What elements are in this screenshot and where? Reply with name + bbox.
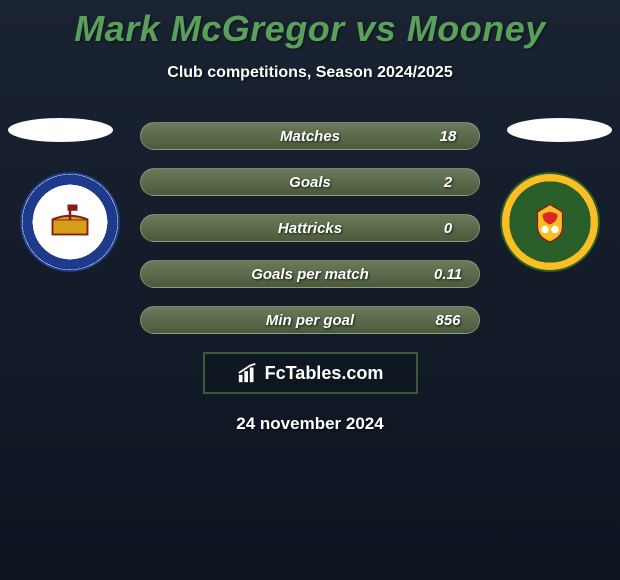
stat-label: Goals per match bbox=[251, 266, 369, 283]
brand-label: FcTables.com bbox=[265, 363, 384, 384]
stat-label: Goals bbox=[289, 174, 331, 191]
player-photo-right bbox=[507, 118, 612, 142]
page-subtitle: Club competitions, Season 2024/2025 bbox=[0, 64, 620, 82]
stat-right-value: 18 bbox=[433, 128, 463, 145]
chart-icon bbox=[237, 362, 259, 384]
date-text: 24 november 2024 bbox=[0, 414, 620, 434]
stat-right-value: 0.11 bbox=[433, 266, 463, 283]
stat-row-min-per-goal: Min per goal 856 bbox=[140, 306, 480, 334]
stat-row-goals-per-match: Goals per match 0.11 bbox=[140, 260, 480, 288]
stat-label: Matches bbox=[280, 128, 340, 145]
stat-right-value: 2 bbox=[433, 174, 463, 191]
club-badge-left bbox=[20, 172, 120, 272]
stat-row-matches: Matches 18 bbox=[140, 122, 480, 150]
stat-right-value: 0 bbox=[433, 220, 463, 237]
stat-label: Min per goal bbox=[266, 312, 354, 329]
stat-row-hattricks: Hattricks 0 bbox=[140, 214, 480, 242]
brand-box[interactable]: FcTables.com bbox=[203, 352, 418, 394]
page-title: Mark McGregor vs Mooney bbox=[0, 0, 620, 50]
stat-right-value: 856 bbox=[433, 312, 463, 329]
player-photo-left bbox=[8, 118, 113, 142]
stat-row-goals: Goals 2 bbox=[140, 168, 480, 196]
stat-rows: Matches 18 Goals 2 Hattricks 0 Goals per… bbox=[140, 122, 480, 334]
stat-label: Hattricks bbox=[278, 220, 342, 237]
club-badge-right bbox=[500, 172, 600, 272]
badge-left-icon bbox=[45, 197, 95, 247]
badge-right-icon bbox=[525, 197, 575, 247]
stats-area: Matches 18 Goals 2 Hattricks 0 Goals per… bbox=[0, 122, 620, 434]
